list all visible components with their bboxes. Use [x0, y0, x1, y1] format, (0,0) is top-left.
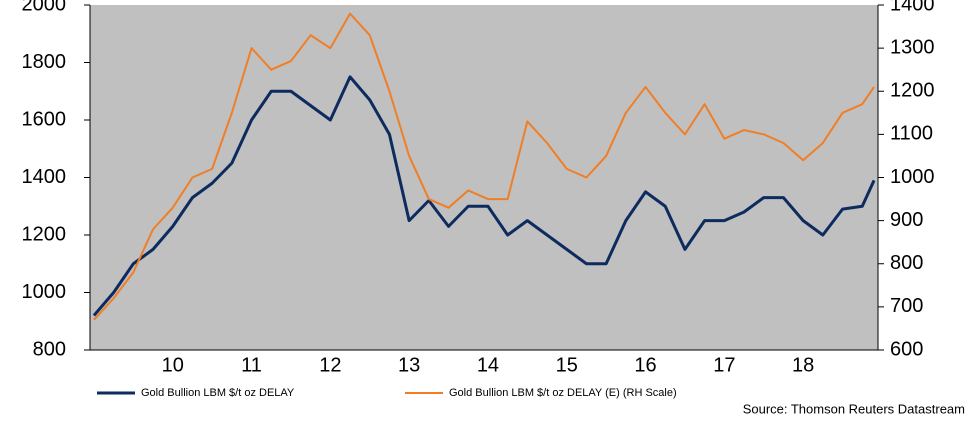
x-tick-label: 11 [241, 354, 262, 376]
x-tick-label: 13 [398, 354, 420, 376]
y2-tick-label: 1200 [890, 80, 935, 102]
x-tick-label: 10 [162, 354, 184, 376]
y-tick-label: 1000 [22, 281, 67, 303]
series-line [92, 75, 876, 317]
x-tick-label: 16 [634, 354, 656, 376]
y-tick-label: 1200 [22, 223, 67, 245]
x-tick-label: 18 [792, 354, 814, 376]
series-line [93, 12, 875, 321]
legend-label: Gold Bullion LBM $/t oz DELAY [141, 387, 295, 399]
y2-tick-label: 1400 [890, 0, 935, 15]
x-tick-label: 15 [556, 354, 578, 376]
y2-tick-label: 1000 [890, 166, 935, 188]
y2-tick-label: 900 [890, 209, 923, 231]
x-tick-label: 17 [713, 354, 735, 376]
y2-tick-label: 1300 [890, 36, 935, 58]
x-tick-label: 14 [477, 354, 499, 376]
legend-label: Gold Bullion LBM $/t oz DELAY (E) (RH Sc… [449, 387, 677, 399]
y2-tick-label: 800 [890, 252, 923, 274]
y-tick-label: 1800 [22, 51, 67, 73]
y-tick-label: 1400 [22, 166, 67, 188]
y2-tick-label: 700 [890, 295, 923, 317]
y-tick-label: 2000 [22, 0, 67, 15]
y-tick-label: 1600 [22, 108, 67, 130]
y2-tick-label: 1100 [890, 123, 933, 145]
x-tick-label: 12 [319, 354, 341, 376]
plot-area [90, 5, 878, 350]
y2-tick-label: 600 [890, 338, 923, 360]
y-tick-label: 800 [33, 338, 66, 360]
source-note: Source: Thomson Reuters Datastream [743, 401, 965, 416]
